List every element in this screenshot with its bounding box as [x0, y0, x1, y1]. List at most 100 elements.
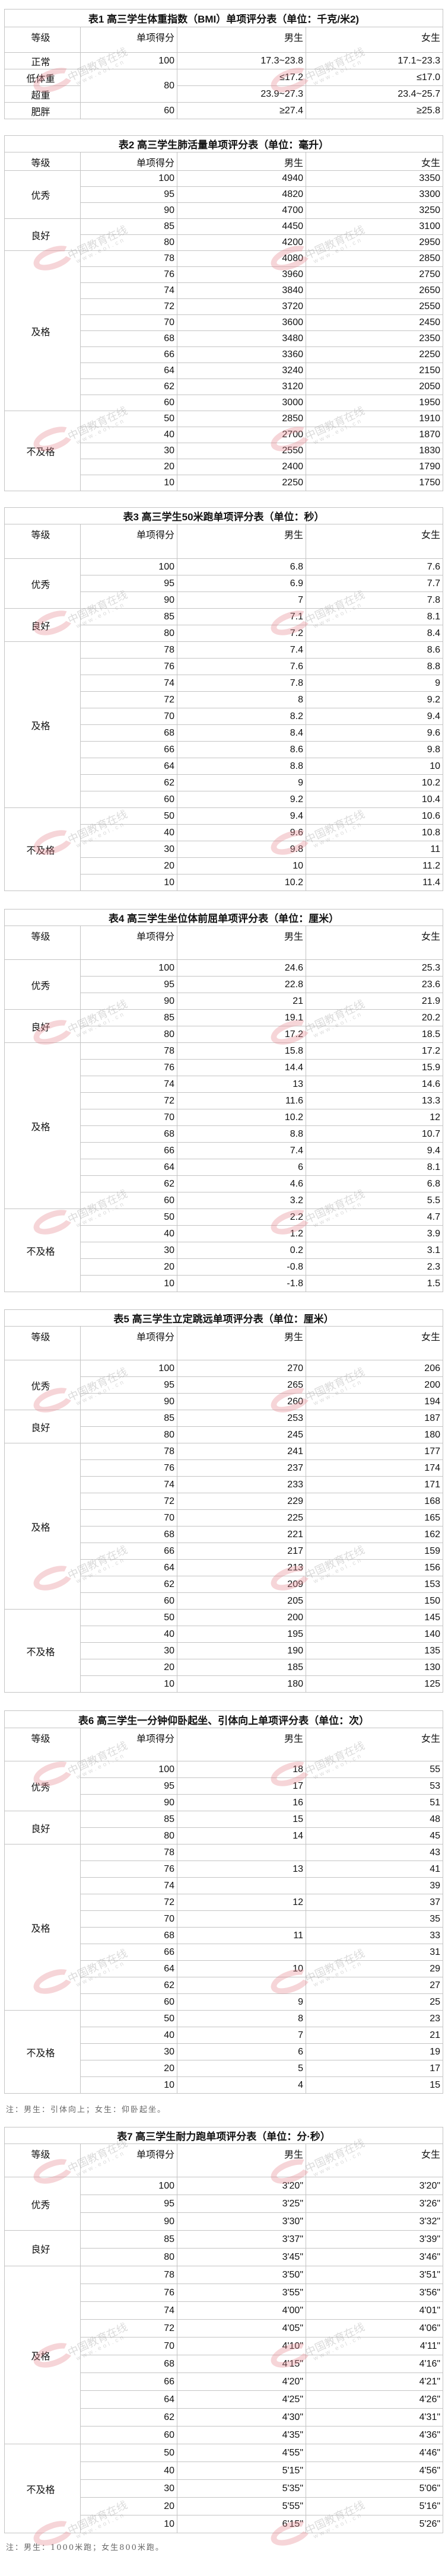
table-row: 66 217 159: [5, 1543, 443, 1560]
female-cell: 2450: [306, 314, 443, 331]
score-table-1: 表1 高三学生体重指数（BMI）单项评分表（单位：千克/米2) 等级 单项得分 …: [4, 9, 443, 119]
female-cell: 10.4: [305, 791, 444, 808]
table-row: 10 4 15: [5, 2076, 443, 2094]
female-cell: 1830: [306, 443, 443, 459]
score-cell: 90: [80, 591, 177, 609]
table-row: 10 6'15" 5'26": [5, 2515, 444, 2533]
header-male: 男生: [177, 152, 306, 171]
male-cell: 233: [177, 1476, 306, 1493]
male-cell: 7: [177, 591, 306, 609]
female-cell: 23.4~25.7: [306, 85, 443, 103]
female-cell: ≥25.8: [306, 102, 443, 119]
table-title: 表2 高三学生肺活量单项评分表（单位：毫升）: [4, 135, 443, 152]
score-cell: 20: [80, 459, 177, 475]
score-cell: 62: [80, 2408, 177, 2426]
grade-cell: 及格: [4, 1844, 81, 2011]
grade-cell: 及格: [4, 1042, 81, 1209]
score-cell: 74: [80, 1476, 177, 1493]
female-cell: 11.4: [305, 874, 444, 891]
score-cell: 50: [80, 2010, 177, 2027]
male-cell: 229: [177, 1493, 306, 1510]
score-table-2: 表2 高三学生肺活量单项评分表（单位：毫升） 等级 单项得分 男生 女生 优秀 10…: [4, 135, 443, 491]
male-cell: 8.8: [177, 758, 306, 775]
male-cell: 7.2: [177, 625, 306, 642]
female-cell: 4'16": [305, 2355, 444, 2373]
female-cell: 23.6: [306, 976, 443, 993]
table-row: 良好 85 7.1 8.1: [4, 608, 444, 642]
score-cell: 100: [80, 1360, 177, 1377]
female-cell: 20.2: [306, 1009, 443, 1026]
score-cell: 60: [80, 1993, 177, 2011]
table-row: 60 4'35" 4'36": [5, 2426, 444, 2444]
score-cell: 95: [80, 575, 177, 592]
table-row: 68 11 33: [5, 1927, 443, 1944]
female-cell: 2750: [306, 266, 443, 283]
table-row: 70 225 165: [5, 1509, 443, 1526]
score-cell: 66: [80, 1142, 177, 1159]
score-cell: 74: [80, 2301, 177, 2320]
score-cell: 60: [80, 2426, 177, 2444]
score-cell: 60: [80, 1592, 177, 1610]
score-cell: 62: [80, 1175, 177, 1192]
score-cell: 72: [80, 1493, 177, 1510]
female-cell: 7.7: [305, 575, 444, 592]
female-cell: 3.9: [306, 1225, 443, 1242]
score-cell: 20: [80, 2060, 177, 2077]
table-title: 表3 高三学生50米跑单项评分表（单位：秒）: [4, 507, 444, 524]
table-row: 62 4'30" 4'31": [5, 2408, 444, 2426]
table-row: 62 9 10.2: [5, 774, 444, 791]
score-cell: 50: [80, 807, 177, 825]
female-cell: 43: [306, 1844, 443, 1861]
female-cell: ≤17.0: [306, 69, 443, 86]
male-cell: 17.3~23.8: [177, 52, 306, 69]
grade-cell: 优秀: [4, 1761, 81, 1811]
male-cell: 3240: [177, 362, 306, 379]
table-row: 95 17 53: [5, 1777, 443, 1795]
male-cell: 3'20": [177, 2177, 306, 2195]
table-row: 76 7.6 8.8: [5, 658, 444, 675]
female-cell: 1.5: [306, 1275, 443, 1292]
header-score: 单项得分: [80, 27, 177, 53]
male-cell: 209: [177, 1576, 306, 1593]
header-male: 男生: [177, 926, 306, 960]
table-row: 72 11.6 13.3: [5, 1092, 443, 1109]
female-cell: 4'06": [305, 2319, 444, 2338]
score-cell: 72: [80, 298, 177, 315]
female-cell: 159: [306, 1543, 443, 1560]
grade-cell: 优秀: [4, 558, 81, 609]
table-row: 95 4820 3300: [5, 186, 443, 203]
table-row: 超重 23.9~27.3 23.4~25.7: [4, 85, 443, 103]
table-row: 30 2550 1830: [5, 443, 443, 459]
female-cell: 2050: [306, 379, 443, 395]
female-cell: 4'01": [305, 2301, 444, 2320]
score-table-7: 表7 高三学生耐力跑单项评分表（单位：分·秒） 等级 单项得分 男生 女生 优秀 1…: [4, 2127, 444, 2533]
male-cell: 10.2: [177, 874, 306, 891]
female-cell: 4'26": [305, 2390, 444, 2409]
grade-cell: 及格: [4, 641, 81, 808]
female-cell: 4'11": [305, 2337, 444, 2355]
female-cell: 168: [306, 1493, 443, 1510]
female-cell: 140: [306, 1626, 443, 1643]
table-row: 10 2250 1750: [5, 475, 443, 491]
score-cell: 85: [80, 1009, 177, 1026]
table-row: 62 209 153: [5, 1576, 443, 1593]
male-cell: 8.8: [177, 1125, 306, 1143]
table-row: 30 9.8 11: [5, 841, 444, 858]
male-cell: 9.8: [177, 841, 306, 858]
table-row: 74 13 14.6: [5, 1076, 443, 1093]
female-cell: 3'32": [305, 2212, 444, 2231]
male-cell: 3.2: [177, 1192, 306, 1209]
score-cell: 10: [80, 2515, 177, 2533]
score-cell: 30: [80, 1642, 177, 1659]
male-cell: 7.1: [177, 608, 306, 625]
male-cell: 3'25": [177, 2195, 306, 2213]
male-cell: 24.6: [177, 959, 306, 977]
female-cell: 10.6: [305, 807, 444, 825]
male-cell: 5'35": [177, 2479, 306, 2498]
male-cell: 3'30": [177, 2212, 306, 2231]
female-cell: 174: [306, 1459, 443, 1477]
male-cell: 4'10": [177, 2337, 306, 2355]
score-cell: 66: [80, 1944, 177, 1961]
table-row: 不及格 50 8 23: [4, 2010, 443, 2094]
male-cell: 17: [177, 1777, 306, 1795]
